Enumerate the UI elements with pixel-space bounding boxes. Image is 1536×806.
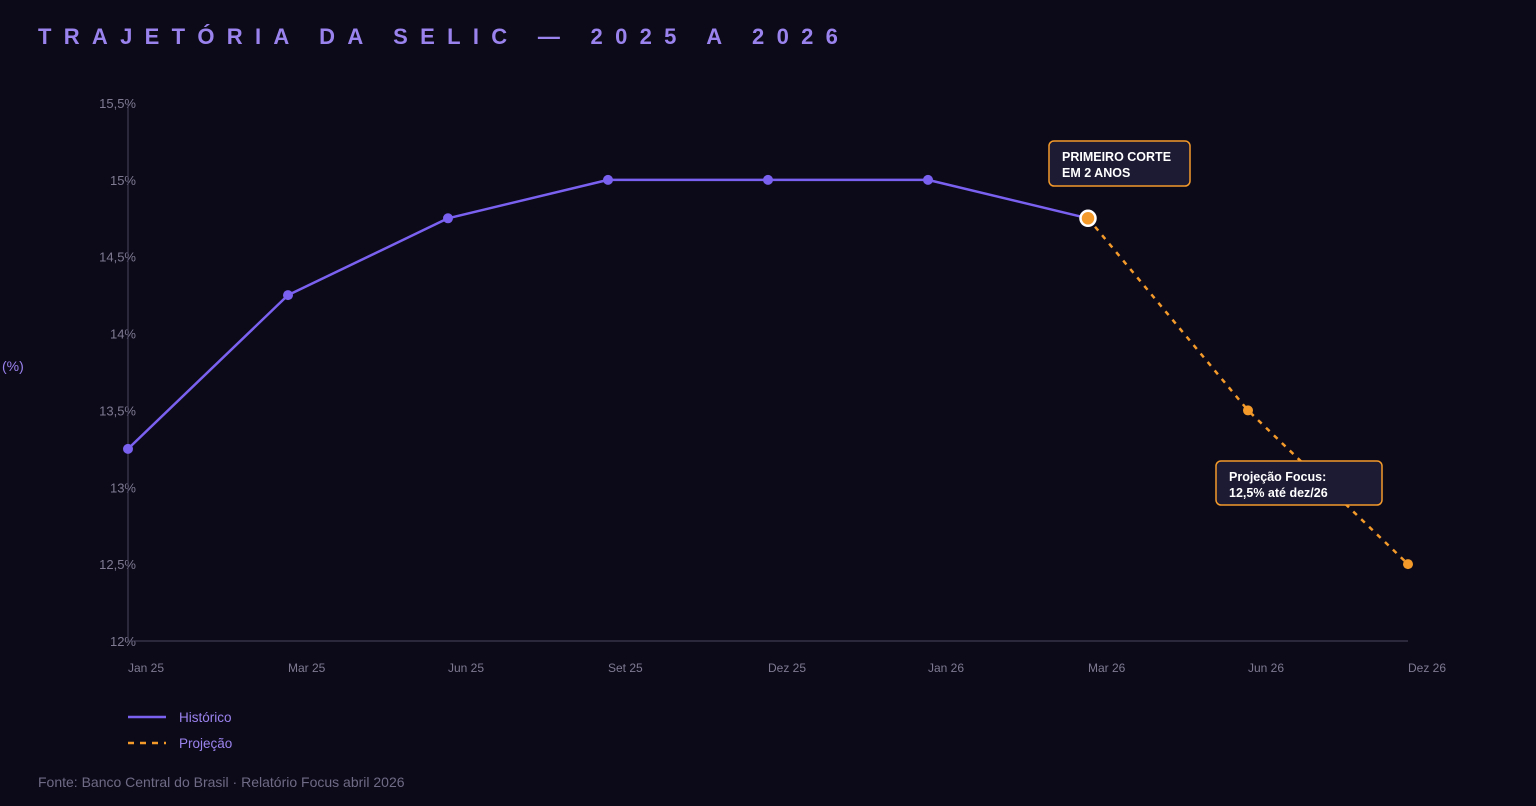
- x-tick-label: Jun 25: [448, 661, 484, 675]
- series-line: [1087, 217, 1409, 566]
- y-axis-label: (%): [2, 358, 24, 374]
- data-point: [1403, 559, 1413, 570]
- source-note: Fonte: Banco Central do Brasil · Relatór…: [38, 774, 405, 790]
- annotation-text: PRIMEIRO CORTE: [1062, 150, 1171, 164]
- annotations: PRIMEIRO CORTE EM 2 ANOS Projeção Focus: 12…: [1048, 140, 1383, 506]
- x-tick-label: Jan 26: [928, 661, 964, 675]
- x-tick-label: Dez 25: [768, 661, 806, 675]
- x-axis-ticks: Jan 25 Mar 25 Jun 25 Set 25 Dez 25 Jan 26 Mar …: [128, 661, 1446, 675]
- series-line: [127, 178, 1089, 450]
- data-point: [123, 443, 133, 454]
- legend-label: Histórico: [179, 710, 232, 725]
- annotation-rect: [1048, 140, 1191, 187]
- x-tick-label: Jan 25: [128, 661, 164, 675]
- data-point: [1243, 405, 1253, 416]
- y-axis-ticks: 12% 12,5% 13% 13,5% 14% 14,5% 15% 15,5%: [99, 96, 136, 649]
- data-point: [923, 174, 933, 185]
- data-point: [763, 174, 773, 185]
- data-point: [283, 290, 293, 301]
- annotation-box: PRIMEIRO CORTE EM 2 ANOS: [1048, 140, 1191, 187]
- series-layer: [123, 174, 1413, 570]
- annotation-box: Projeção Focus: 12,5% até dez/26: [1215, 460, 1383, 506]
- y-tick-label: 15,5%: [99, 96, 136, 111]
- annotation-text: Projeção Focus:: [1229, 470, 1326, 484]
- x-tick-label: Dez 26: [1408, 661, 1446, 675]
- legend-item: Projeção: [128, 736, 232, 751]
- chart-title: TRAJETÓRIA DA SELIC — 2025 A 2026: [38, 24, 851, 49]
- y-tick-label: 13,5%: [99, 403, 136, 418]
- legend: Histórico Projeção: [128, 710, 232, 751]
- legend-label: Projeção: [179, 736, 232, 751]
- y-tick-label: 15%: [110, 173, 136, 188]
- x-tick-label: Jun 26: [1248, 661, 1284, 675]
- data-point: [603, 174, 613, 185]
- y-tick-label: 14,5%: [99, 250, 136, 265]
- y-tick-label: 13%: [110, 480, 136, 495]
- legend-item: Histórico: [128, 710, 232, 725]
- annotation-rect: [1215, 460, 1383, 506]
- x-tick-label: Set 25: [608, 661, 643, 675]
- x-tick-label: Mar 26: [1088, 661, 1126, 675]
- annotation-text: 12,5% até dez/26: [1229, 486, 1328, 500]
- highlight-point: [1079, 209, 1097, 228]
- annotation-text: EM 2 ANOS: [1062, 166, 1130, 180]
- y-tick-label: 12,5%: [99, 557, 136, 572]
- y-tick-label: 14%: [110, 327, 136, 342]
- y-tick-label: 12%: [110, 634, 136, 649]
- x-tick-label: Mar 25: [288, 661, 326, 675]
- data-point: [443, 213, 453, 224]
